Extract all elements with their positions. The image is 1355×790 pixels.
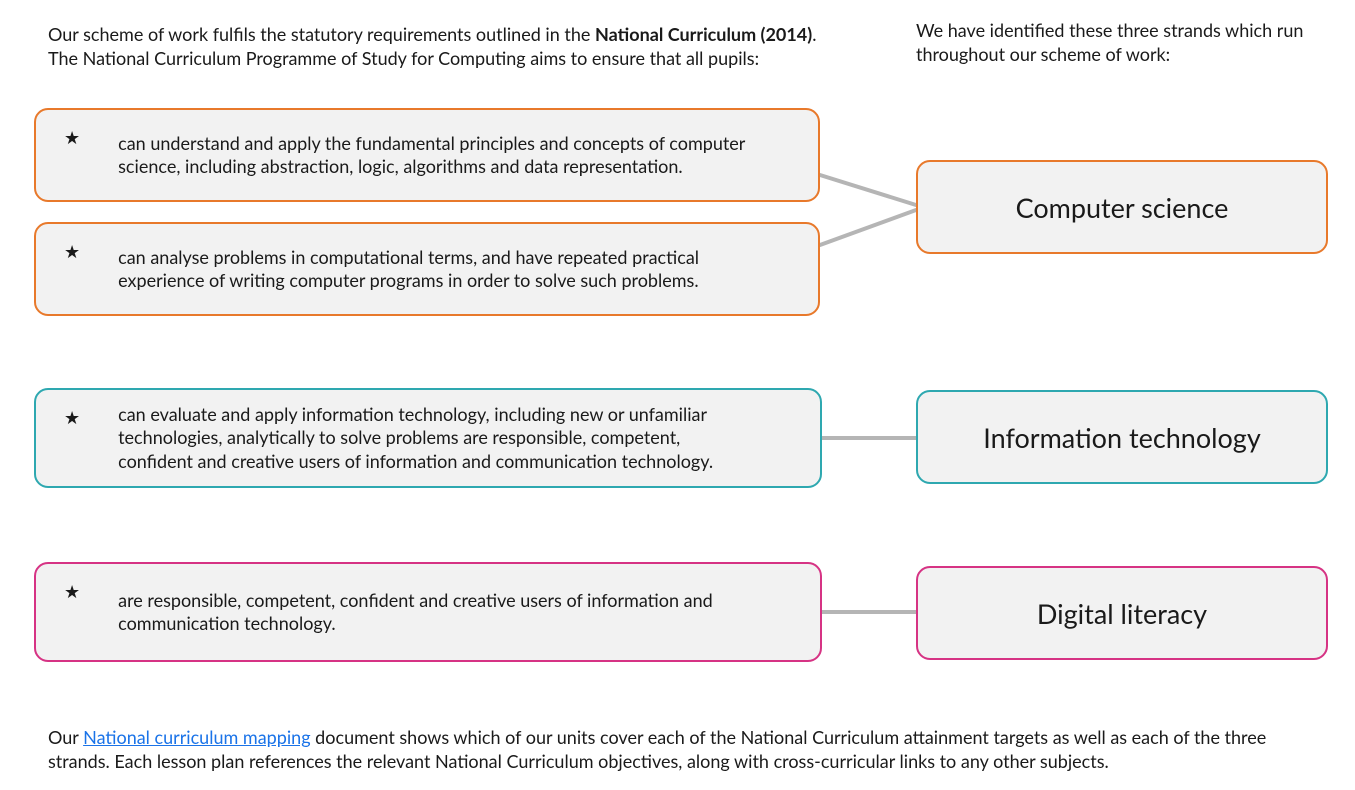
intro-left-paragraph: Our scheme of work fulfils the statutory… — [48, 22, 848, 71]
bullet-text: can analyse problems in computational te… — [118, 246, 758, 293]
intro-left-pre: Our scheme of work fulfils the statutory… — [48, 23, 595, 45]
star-icon: ★ — [64, 578, 80, 603]
connector-line — [820, 210, 916, 245]
star-icon: ★ — [64, 404, 80, 429]
bullet-text: can evaluate and apply information techn… — [118, 403, 758, 473]
star-icon: ★ — [64, 238, 80, 263]
footer-paragraph: Our National curriculum mapping document… — [48, 725, 1328, 774]
bullet-text: can understand and apply the fundamental… — [118, 132, 758, 179]
bullet-cs1: ★ can understand and apply the fundamenta… — [34, 108, 820, 202]
strand-dl: Digital literacy — [916, 566, 1328, 660]
strand-label: Digital literacy — [1037, 597, 1207, 630]
strand-it: Information technology — [916, 390, 1328, 484]
strand-label: Computer science — [1016, 191, 1229, 224]
star-icon: ★ — [64, 124, 80, 149]
national-curriculum-mapping-link[interactable]: National curriculum mapping — [83, 726, 310, 748]
footer-pre: Our — [48, 726, 83, 748]
bullet-dl1: ★ are responsible, competent, confident a… — [34, 562, 822, 662]
strand-label: Information technology — [983, 421, 1261, 454]
bullet-cs2: ★ can analyse problems in computational t… — [34, 222, 820, 316]
connector-line — [820, 175, 916, 205]
bullet-it1: ★ can evaluate and apply information tech… — [34, 388, 822, 488]
strand-cs: Computer science — [916, 160, 1328, 254]
bullet-text: are responsible, competent, confident an… — [118, 589, 758, 636]
intro-left-bold: National Curriculum (2014) — [595, 23, 812, 45]
intro-right-paragraph: We have identified these three strands w… — [916, 18, 1326, 67]
